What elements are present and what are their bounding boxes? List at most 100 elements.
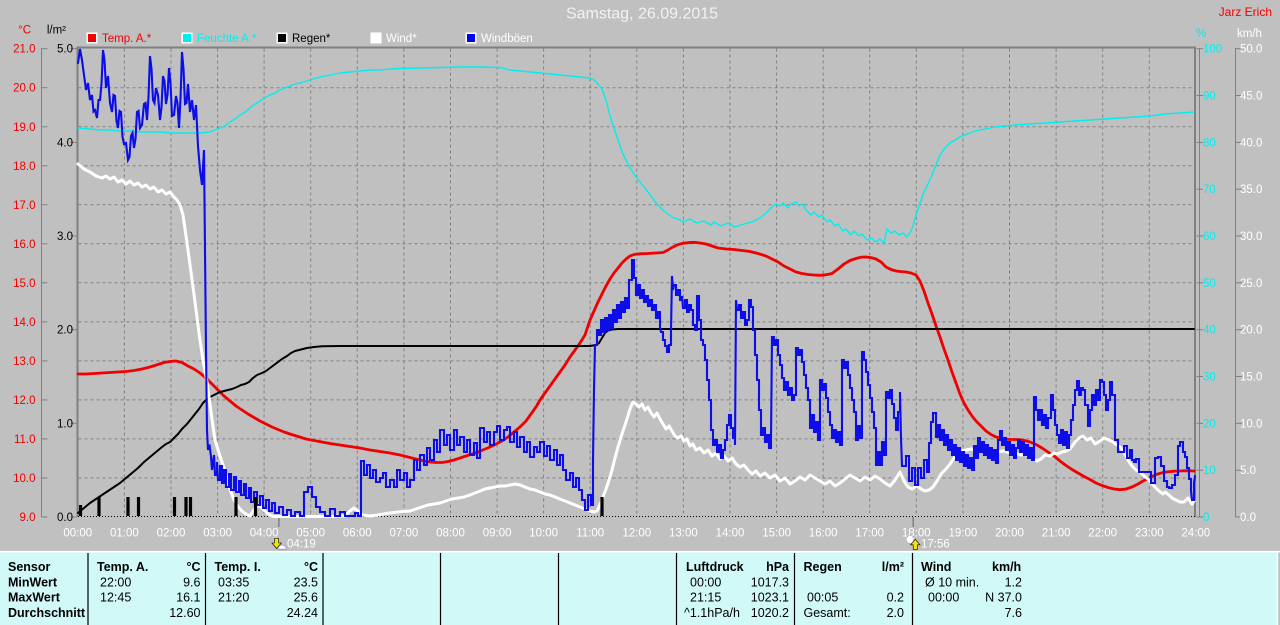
svg-text:7.6: 7.6 (1005, 606, 1022, 620)
svg-text:l/m²: l/m² (882, 560, 904, 574)
svg-text:100: 100 (1203, 44, 1222, 56)
svg-text:01:00: 01:00 (110, 528, 139, 540)
svg-text:l/m²: l/m² (47, 25, 66, 37)
svg-text:21:15: 21:15 (690, 591, 721, 605)
svg-text:14.0: 14.0 (13, 317, 35, 329)
svg-text:N 37.0: N 37.0 (985, 591, 1022, 605)
svg-text:17:00: 17:00 (855, 528, 884, 540)
svg-text:04:00: 04:00 (250, 528, 279, 540)
svg-text:02:00: 02:00 (157, 528, 186, 540)
svg-text:9.6: 9.6 (183, 576, 200, 590)
svg-text:16:00: 16:00 (809, 528, 838, 540)
svg-text:15.0: 15.0 (13, 278, 35, 290)
svg-text:Sensor: Sensor (8, 560, 51, 574)
svg-text:hPa: hPa (766, 560, 790, 574)
svg-text:21.0: 21.0 (13, 44, 35, 56)
svg-text:10: 10 (1203, 465, 1216, 477)
svg-text:50.0: 50.0 (1240, 44, 1262, 56)
svg-text:06:00: 06:00 (343, 528, 372, 540)
svg-text:12:00: 12:00 (622, 528, 651, 540)
svg-text:20:00: 20:00 (995, 528, 1024, 540)
svg-text:15.0: 15.0 (1240, 372, 1262, 384)
svg-text:2.0: 2.0 (887, 606, 904, 620)
svg-text:23:00: 23:00 (1135, 528, 1164, 540)
svg-text:80: 80 (1203, 137, 1216, 149)
svg-text:4.0: 4.0 (57, 137, 73, 149)
svg-text:Jarz Erich: Jarz Erich (1219, 5, 1272, 19)
svg-text:Temp. A.: Temp. A. (97, 560, 148, 574)
svg-text:00:00: 00:00 (928, 591, 959, 605)
svg-text:15:00: 15:00 (762, 528, 791, 540)
svg-text:22:00: 22:00 (1088, 528, 1117, 540)
svg-text:18.0: 18.0 (13, 161, 35, 173)
svg-text:km/h: km/h (1237, 28, 1262, 40)
svg-text:5.0: 5.0 (1240, 465, 1256, 477)
svg-text:0.2: 0.2 (887, 591, 904, 605)
svg-text:13:00: 13:00 (669, 528, 698, 540)
svg-text:Samstag, 26.09.2015: Samstag, 26.09.2015 (566, 6, 718, 23)
svg-text:13.0: 13.0 (13, 356, 35, 368)
svg-text:22:00: 22:00 (100, 576, 131, 590)
svg-text:°C: °C (186, 560, 200, 574)
svg-text:%: % (1196, 28, 1206, 40)
svg-text:Regen: Regen (804, 560, 842, 574)
svg-text:°C: °C (304, 560, 318, 574)
svg-text:35.0: 35.0 (1240, 184, 1262, 196)
svg-text:25.6: 25.6 (294, 591, 318, 605)
svg-text:°C: °C (18, 25, 31, 37)
svg-text:12:45: 12:45 (100, 591, 131, 605)
svg-text:23.5: 23.5 (294, 576, 318, 590)
svg-text:10.0: 10.0 (1240, 418, 1262, 430)
svg-text:30.0: 30.0 (1240, 231, 1262, 243)
svg-text:12.60: 12.60 (169, 606, 200, 620)
svg-text:5.0: 5.0 (57, 44, 73, 56)
svg-text:Regen*: Regen* (292, 33, 331, 45)
svg-text:21:00: 21:00 (1042, 528, 1071, 540)
svg-text:20: 20 (1203, 418, 1216, 430)
svg-text:Durchschnitt: Durchschnitt (8, 606, 86, 620)
svg-text:16.0: 16.0 (13, 239, 35, 251)
svg-text:MinWert: MinWert (8, 576, 58, 590)
svg-text:20.0: 20.0 (13, 83, 35, 95)
svg-text:09:00: 09:00 (483, 528, 512, 540)
svg-text:Temp. A.*: Temp. A.* (102, 33, 152, 45)
svg-text:17.0: 17.0 (13, 200, 35, 212)
svg-text:10:00: 10:00 (529, 528, 558, 540)
svg-text:19.0: 19.0 (13, 122, 35, 134)
svg-text:25.0: 25.0 (1240, 278, 1262, 290)
svg-text:Windböen: Windböen (481, 33, 533, 45)
svg-text:km/h: km/h (992, 560, 1021, 574)
svg-text:21:20: 21:20 (218, 591, 249, 605)
svg-text:50: 50 (1203, 278, 1216, 290)
svg-text:11:00: 11:00 (576, 528, 604, 540)
svg-text:12.0: 12.0 (13, 395, 35, 407)
svg-text:30: 30 (1203, 372, 1216, 384)
svg-text:Ø 10 min.: Ø 10 min. (925, 576, 979, 590)
svg-text:04:19: 04:19 (287, 539, 316, 551)
svg-text:9.0: 9.0 (20, 512, 36, 524)
svg-text:45.0: 45.0 (1240, 91, 1262, 103)
svg-text:24:00: 24:00 (1181, 528, 1210, 540)
svg-text:05:00: 05:00 (296, 528, 325, 540)
svg-text:1017.3: 1017.3 (751, 576, 789, 590)
svg-text:MaxWert: MaxWert (8, 591, 61, 605)
svg-text:^1.1hPa/h: ^1.1hPa/h (684, 606, 740, 620)
svg-text:Gesamt:: Gesamt: (804, 606, 851, 620)
svg-text:1.2: 1.2 (1005, 576, 1022, 590)
svg-text:00:00: 00:00 (63, 528, 92, 540)
svg-text:08:00: 08:00 (436, 528, 465, 540)
svg-text:40: 40 (1203, 325, 1216, 337)
svg-text:20.0: 20.0 (1240, 325, 1262, 337)
svg-text:07:00: 07:00 (390, 528, 419, 540)
svg-text:11.0: 11.0 (14, 434, 36, 446)
svg-text:19:00: 19:00 (949, 528, 978, 540)
svg-text:Feuchte A.*: Feuchte A.* (197, 33, 257, 45)
svg-text:40.0: 40.0 (1240, 137, 1262, 149)
svg-text:17:56: 17:56 (921, 539, 950, 551)
svg-text:16.1: 16.1 (176, 591, 200, 605)
svg-text:90: 90 (1203, 91, 1216, 103)
svg-text:1020.2: 1020.2 (751, 606, 789, 620)
svg-text:Luftdruck: Luftdruck (686, 560, 744, 574)
svg-text:24.24: 24.24 (287, 606, 318, 620)
svg-text:Wind*: Wind* (386, 33, 417, 45)
